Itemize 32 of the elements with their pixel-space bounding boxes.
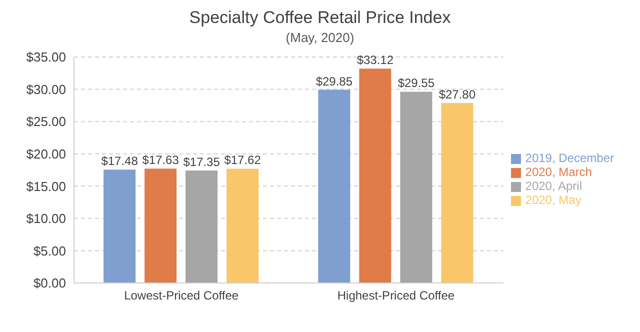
bar bbox=[400, 92, 432, 283]
legend-label: 2020, March bbox=[525, 165, 592, 179]
x-tick-label: Lowest-Priced Coffee bbox=[124, 288, 239, 303]
chart-subtitle: (May, 2020) bbox=[284, 30, 356, 45]
legend-label: 2020, May bbox=[525, 193, 582, 207]
y-tick-label: $30.00 bbox=[26, 82, 66, 97]
y-tick-label: $15.00 bbox=[26, 178, 66, 194]
chart-title: Specialty Coffee Retail Price Index bbox=[188, 8, 452, 28]
data-label: $29.85 bbox=[316, 74, 353, 88]
y-tick-label: $20.00 bbox=[26, 146, 66, 162]
y-tick-label: $10.00 bbox=[26, 211, 66, 226]
data-label: $29.55 bbox=[398, 76, 435, 90]
bar bbox=[318, 90, 350, 283]
legend-label: 2020, April bbox=[525, 179, 582, 193]
legend-label: 2019, December bbox=[525, 151, 614, 165]
y-tick-label: $5.00 bbox=[33, 243, 66, 258]
y-tick-label: $0.00 bbox=[33, 276, 66, 291]
y-tick-label: $35.00 bbox=[26, 50, 66, 65]
data-label: $17.62 bbox=[224, 153, 262, 168]
bar bbox=[104, 170, 136, 283]
bar bbox=[441, 102, 474, 283]
bar bbox=[144, 168, 177, 283]
x-tick-label: Highest-Priced Coffee bbox=[337, 288, 455, 303]
bar bbox=[359, 68, 392, 283]
data-label: $17.48 bbox=[101, 154, 138, 168]
data-label: $27.80 bbox=[438, 87, 476, 102]
bar bbox=[186, 170, 218, 283]
y-tick-label: $25.00 bbox=[26, 114, 66, 130]
data-label: $17.35 bbox=[183, 154, 220, 169]
bar bbox=[226, 168, 259, 283]
data-label: $33.12 bbox=[356, 53, 394, 68]
data-label: $17.63 bbox=[142, 153, 180, 168]
